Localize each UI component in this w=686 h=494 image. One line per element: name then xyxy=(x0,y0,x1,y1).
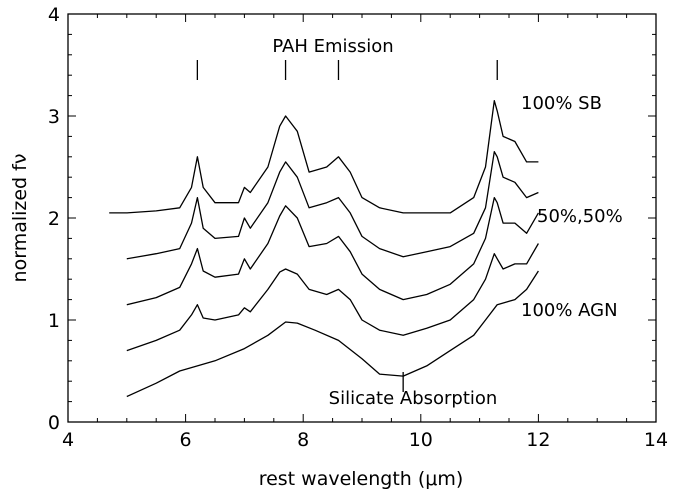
x-tick-label: 12 xyxy=(526,429,550,451)
x-tick-label: 14 xyxy=(644,429,668,451)
series-layer xyxy=(109,100,539,398)
silicate-absorption-label: Silicate Absorption xyxy=(329,388,498,409)
series-line-4 xyxy=(126,243,539,352)
y-tick-label: 3 xyxy=(48,106,60,128)
series-line-3 xyxy=(126,196,539,306)
agn-series-label: 100% AGN xyxy=(521,300,618,321)
y-tick-label: 0 xyxy=(48,412,60,434)
y-tick-label: 1 xyxy=(48,310,60,332)
series-line-1 xyxy=(109,100,539,214)
sb-series-label: 100% SB xyxy=(521,93,602,114)
y-tick-label: 4 xyxy=(48,4,60,26)
feature-markers xyxy=(196,60,498,392)
x-tick-label: 8 xyxy=(297,429,309,451)
series-line-5 xyxy=(126,270,539,398)
x-tick-label: 4 xyxy=(62,429,74,451)
x-tick-label: 6 xyxy=(180,429,192,451)
series-line-2 xyxy=(126,151,539,260)
x-tick-label: 10 xyxy=(409,429,433,451)
y-tick-label: 2 xyxy=(48,208,60,230)
pah-emission-label: PAH Emission xyxy=(272,36,393,57)
x-axis-label: rest wavelength (μm) xyxy=(259,468,464,490)
mix-series-label: 50%,50% xyxy=(537,206,623,227)
y-axis-label: normalized fν xyxy=(9,154,31,283)
